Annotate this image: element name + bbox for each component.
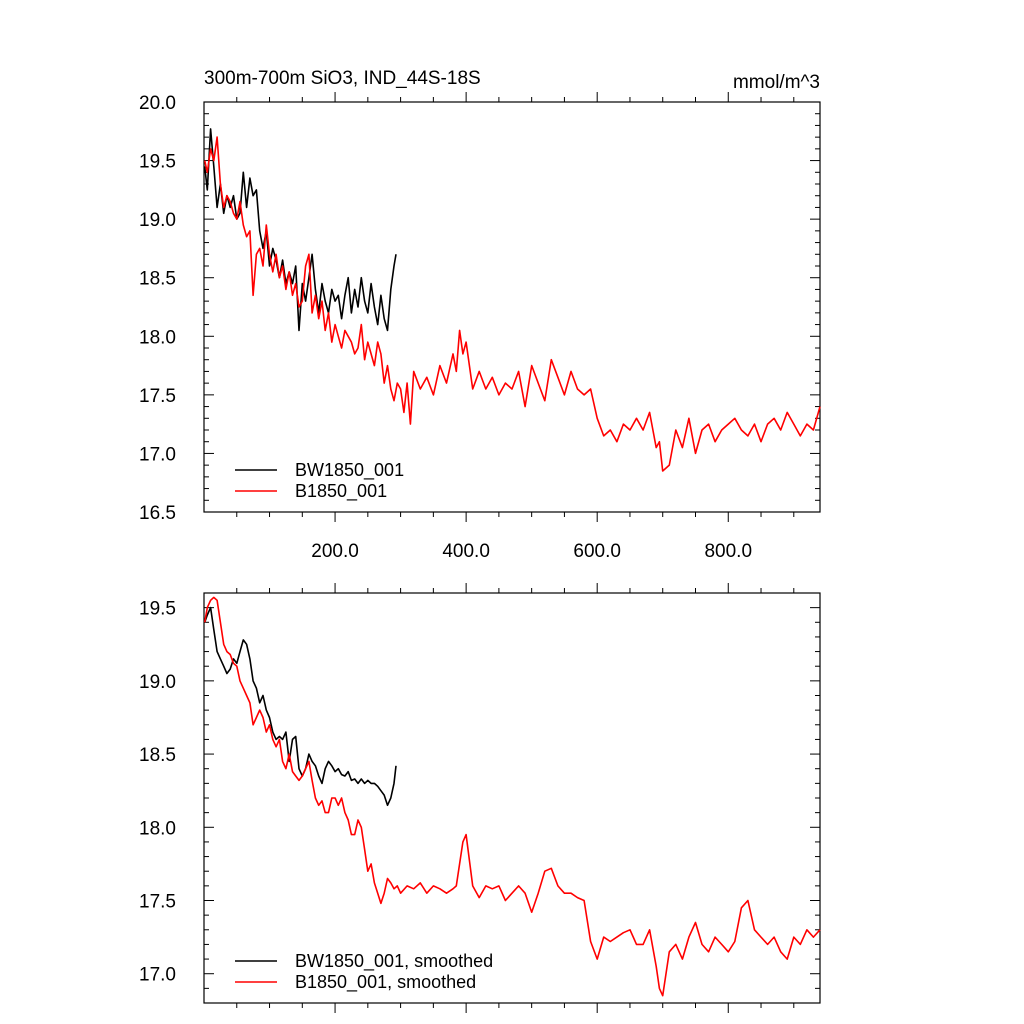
y-tick-label: 19.0: [139, 672, 176, 693]
bottom-panel: 17.0 17.5 18.0 18.5 19.0 19.5 BW1850_001, smoo…: [139, 583, 821, 1013]
y-tick-label: 19.0: [139, 210, 176, 231]
x-tick-label: 600.0: [573, 541, 621, 562]
legend-label-1: B1850_001, smoothed: [295, 972, 476, 993]
y-tick-label: 17.5: [139, 892, 176, 913]
y-tick-label: 19.5: [139, 599, 176, 620]
y-tick-label: 18.0: [139, 818, 176, 839]
chart-title: 300m-700m SiO3, IND_44S-18S: [204, 68, 481, 89]
series-line-0: [203, 128, 397, 332]
legend-label-0: BW1850_001, smoothed: [295, 951, 493, 972]
y-tick-label: 17.5: [139, 386, 176, 407]
y-tick-label: 16.5: [139, 503, 176, 524]
legend-label-1: B1850_001: [295, 481, 387, 502]
y-tick-label: 18.0: [139, 327, 176, 348]
plot-frame: [203, 101, 821, 513]
series-line-1: [203, 136, 821, 472]
series-line-0: [203, 606, 397, 807]
units-label: mmol/m^3: [733, 72, 820, 93]
legend-label-0: BW1850_001: [295, 460, 404, 481]
top-panel: 16.5 17.0 17.5 18.0 18.5 19.0 19.5 20.0 200.0 400…: [139, 92, 821, 562]
y-tick-label: 18.5: [139, 745, 176, 766]
x-tick-label: 800.0: [704, 541, 752, 562]
x-tick-label: 200.0: [311, 541, 359, 562]
plot-frame: [203, 592, 821, 1004]
y-tick-label: 19.5: [139, 152, 176, 173]
y-tick-label: 17.0: [139, 965, 176, 986]
y-tick-label: 17.0: [139, 444, 176, 465]
y-tick-label: 18.5: [139, 269, 176, 290]
x-tick-label: 400.0: [442, 541, 490, 562]
y-tick-label: 20.0: [139, 93, 176, 114]
series-line-1: [203, 596, 821, 997]
